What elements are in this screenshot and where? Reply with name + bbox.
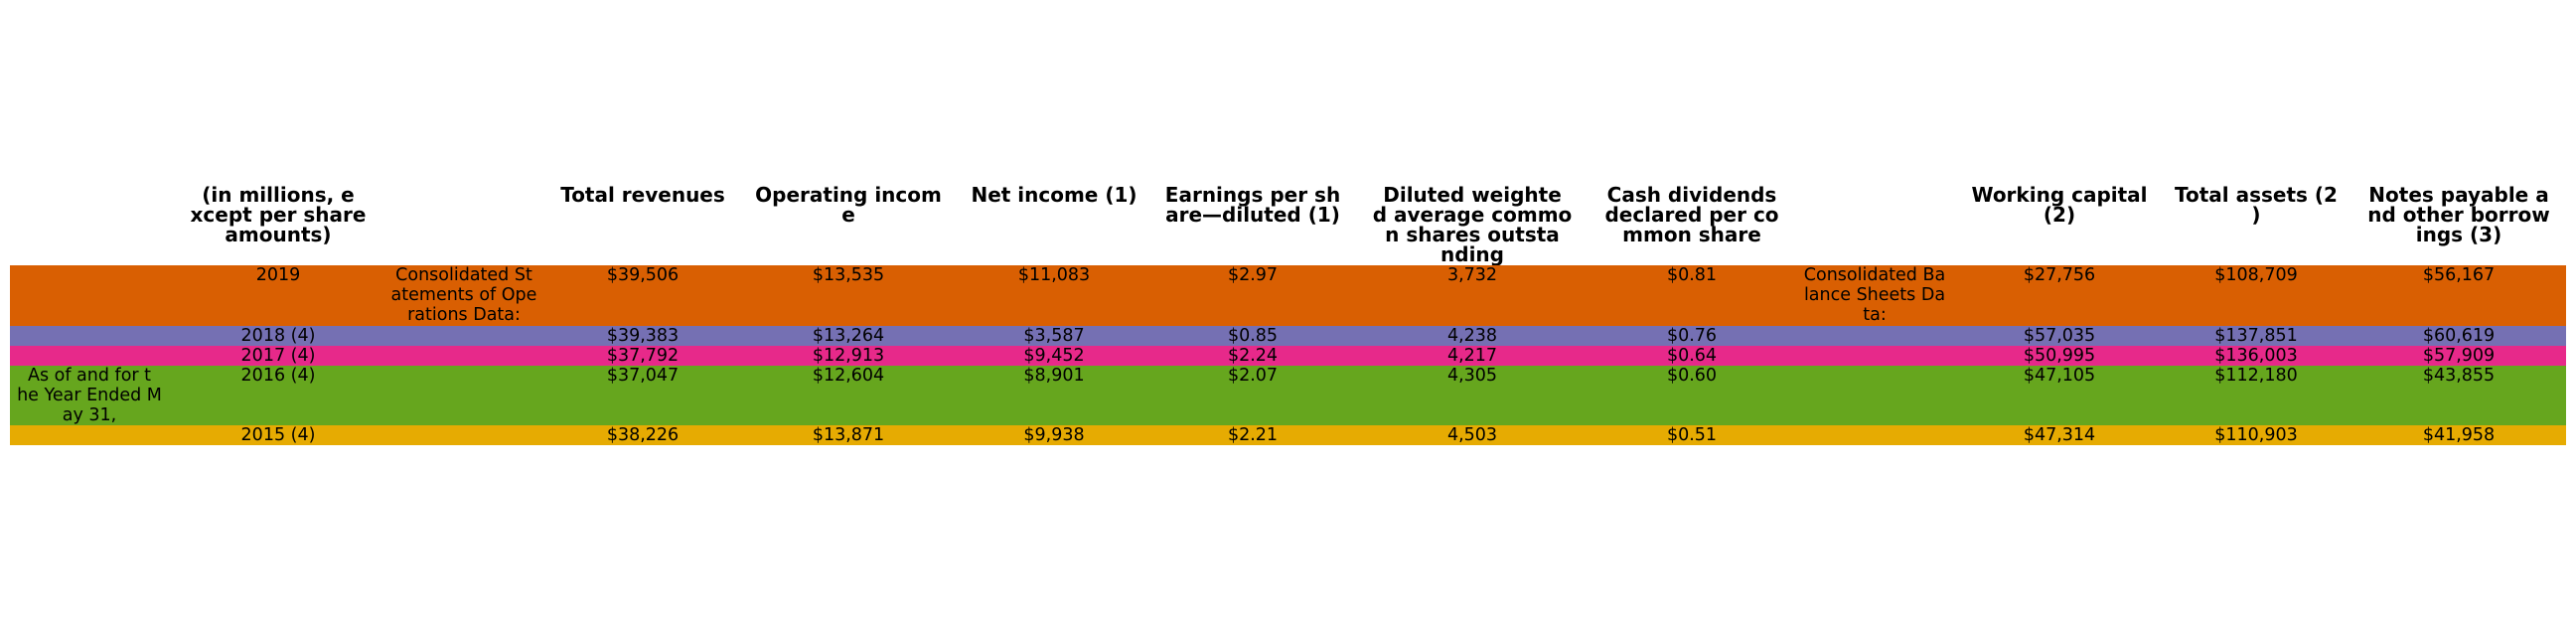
bs-section-label: Consolidated Ba lance Sheets Da ta: [1803,265,1946,325]
cell-operating-income: $12,913 [812,346,885,366]
side-label: As of and for t he Year Ended M ay 31, [17,366,162,425]
cell-eps: $0.85 [1227,326,1279,346]
cell-operating-income: $13,871 [812,425,885,445]
cell-diluted-shares: 4,238 [1446,326,1498,346]
row-band-2019 [10,265,2566,326]
cell-total-revenues: $39,506 [606,265,680,285]
cell-net-income: $3,587 [1023,326,1085,346]
cell-eps: $2.24 [1227,346,1279,366]
cell-cash-dividends: $0.76 [1666,326,1718,346]
row-band-2018 [10,326,2566,346]
cell-diluted-shares: 4,503 [1446,425,1498,445]
cell-total-assets: $110,903 [2214,425,2298,445]
cell-diluted-shares: 3,732 [1446,265,1498,285]
cell-year: 2019 [255,265,301,285]
cell-total-revenues: $37,047 [606,366,680,386]
cell-total-assets: $136,003 [2214,346,2298,366]
cell-total-assets: $108,709 [2214,265,2298,285]
cell-operating-income: $13,264 [812,326,885,346]
cell-total-revenues: $38,226 [606,425,680,445]
cell-notes-payable: $41,958 [2422,425,2496,445]
cell-eps: $2.21 [1227,425,1279,445]
cell-cash-dividends: $0.51 [1666,425,1718,445]
cell-total-revenues: $37,792 [606,346,680,366]
header-units: (in millions, e xcept per share amounts) [190,183,367,246]
cell-operating-income: $13,535 [812,265,885,285]
cell-net-income: $9,938 [1023,425,1085,445]
row-band-2017 [10,346,2566,366]
cell-year: 2017 (4) [240,346,316,366]
cell-working-capital: $47,105 [2023,366,2096,386]
cell-operating-income: $12,604 [812,366,885,386]
cell-total-assets: $137,851 [2214,326,2298,346]
cell-working-capital: $50,995 [2023,346,2096,366]
header-working-capital: Working capital (2) [1971,183,2148,227]
cell-net-income: $8,901 [1023,366,1085,386]
cell-year: 2015 (4) [240,425,316,445]
ops-section-label: Consolidated St atements of Ope rations … [390,265,537,325]
cell-total-assets: $112,180 [2214,366,2298,386]
cell-cash-dividends: $0.60 [1666,366,1718,386]
header-diluted-shares: Diluted weighte d average commo n shares… [1372,183,1573,266]
header-notes-payable: Notes payable a nd other borrow ings (3) [2367,183,2550,246]
cell-net-income: $11,083 [1017,265,1091,285]
cell-cash-dividends: $0.64 [1666,346,1718,366]
cell-working-capital: $47,314 [2023,425,2096,445]
header-total-revenues: Total revenues [560,183,725,207]
header-total-assets: Total assets (2 ) [2175,183,2338,227]
header-eps: Earnings per sh are—diluted (1) [1164,183,1341,227]
row-band-2015 [10,425,2566,445]
cell-year: 2018 (4) [240,326,316,346]
header-net-income: Net income (1) [971,183,1137,207]
cell-notes-payable: $56,167 [2422,265,2496,285]
cell-eps: $2.97 [1227,265,1279,285]
cell-year: 2016 (4) [240,366,316,386]
cell-working-capital: $57,035 [2023,326,2096,346]
cell-diluted-shares: 4,305 [1446,366,1498,386]
cell-eps: $2.07 [1227,366,1279,386]
cell-notes-payable: $43,855 [2422,366,2496,386]
header-cash-dividends: Cash dividends declared per co mmon shar… [1604,183,1779,246]
row-band-2016 [10,366,2566,425]
header-operating-income: Operating incom e [755,183,942,227]
cell-notes-payable: $57,909 [2422,346,2496,366]
cell-total-revenues: $39,383 [606,326,680,346]
cell-net-income: $9,452 [1023,346,1085,366]
cell-working-capital: $27,756 [2023,265,2096,285]
cell-diluted-shares: 4,217 [1446,346,1498,366]
cell-notes-payable: $60,619 [2422,326,2496,346]
cell-cash-dividends: $0.81 [1666,265,1718,285]
